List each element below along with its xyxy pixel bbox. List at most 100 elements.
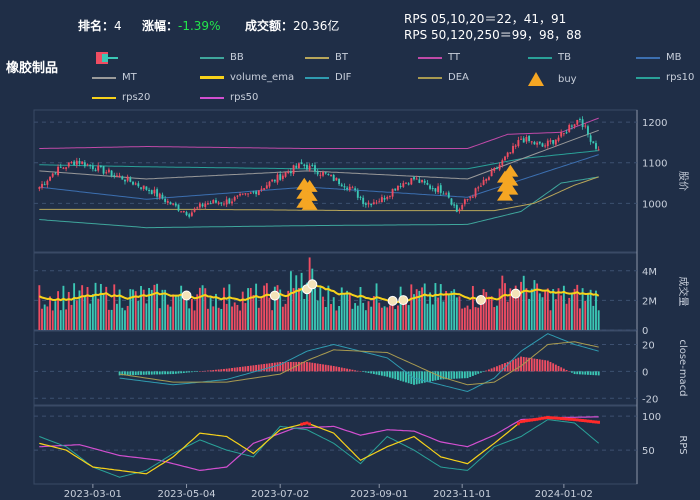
macd-histogram-bar [394, 371, 397, 380]
legend-candle[interactable] [92, 52, 118, 64]
candle-body [281, 175, 284, 179]
sector-title: 橡胶制品 [6, 61, 59, 76]
macd-histogram-bar [233, 367, 236, 372]
candle-body [121, 176, 124, 180]
candle-body [455, 205, 458, 212]
volume-bar [193, 310, 196, 330]
volume-bar [201, 285, 204, 330]
macd-histogram-bar [410, 371, 413, 385]
legend-label: volume_ema [230, 72, 295, 83]
legend-label: MB [666, 52, 682, 63]
buy-triangle-icon [528, 72, 544, 86]
candle-body [461, 205, 464, 210]
volume-bar [479, 304, 482, 330]
volume-bar [322, 296, 324, 330]
macd-histogram-bar [573, 371, 576, 375]
candle-body [201, 204, 204, 207]
legend-tb[interactable]: TB [528, 52, 571, 63]
candle-body [442, 193, 445, 195]
macd-histogram-bar [514, 358, 517, 372]
candle-body [124, 179, 126, 182]
macd-histogram-bar [164, 371, 167, 375]
macd-histogram-bar [255, 364, 258, 372]
candle-body [289, 171, 292, 174]
macd-histogram-bar [354, 370, 357, 372]
volume-bar [284, 303, 287, 330]
candle-body [166, 201, 169, 203]
legend-tt[interactable]: TT [418, 52, 460, 63]
candle-body [247, 193, 250, 195]
candle-body [150, 190, 153, 195]
x-tick-label: 2023-07-02 [251, 489, 309, 500]
candle-body [520, 138, 522, 140]
candle-body [116, 175, 118, 177]
macd-histogram-bar [434, 371, 437, 381]
change-value: -1.39% [178, 19, 221, 33]
legend-bt[interactable]: BT [305, 52, 348, 63]
candle-body [597, 149, 600, 151]
candle-body [581, 119, 584, 128]
volume-bar [348, 294, 351, 330]
legend-buy[interactable]: buy [528, 72, 577, 86]
volume-bar [493, 307, 496, 330]
volume-bar [437, 297, 440, 330]
volume-bar [485, 292, 488, 330]
macd-histogram-bar [204, 370, 207, 372]
candle-body [434, 188, 437, 192]
candle-body [134, 183, 137, 185]
legend-rps50[interactable]: rps50 [200, 92, 258, 103]
candle-body [562, 133, 565, 135]
candle-body [474, 188, 477, 197]
volume-bar [578, 308, 581, 330]
band-line-tb [39, 150, 599, 170]
rank-value: 4 [114, 19, 122, 33]
candle-body [348, 186, 351, 191]
volume-bar [110, 309, 113, 330]
legend-dif[interactable]: DIF [305, 72, 351, 83]
legend-dea[interactable]: DEA [418, 72, 469, 83]
legend-volume-ema[interactable]: volume_ema [200, 72, 294, 83]
volume-bar [413, 294, 415, 330]
legend-bb[interactable]: BB [200, 52, 244, 63]
volume-bar [217, 307, 220, 330]
macd-histogram-bar [560, 367, 563, 372]
legend-mb[interactable]: MB [636, 52, 682, 63]
volume-bar [287, 290, 290, 330]
dif-line-icon [305, 76, 329, 79]
candle-body [177, 204, 180, 211]
volume-bar [530, 288, 533, 330]
candle-body [514, 145, 517, 147]
macd-histogram-bar [311, 362, 314, 372]
change-label: 涨幅： [142, 19, 179, 33]
volume-bar [378, 302, 381, 330]
candle-body [185, 212, 188, 216]
macd-histogram-bar [148, 371, 150, 375]
rank-text: 排名：4 [78, 17, 122, 34]
legend-rps20[interactable]: rps20 [92, 92, 150, 103]
legend-label: rps10 [666, 72, 695, 83]
volume-bar [394, 309, 397, 330]
macd-histogram-bar [308, 362, 311, 372]
candle-body [70, 162, 73, 164]
candle-body [477, 187, 480, 189]
candle-body [172, 203, 175, 205]
volume-highlight-point [269, 290, 280, 301]
candle-body [257, 190, 260, 196]
macd-histogram-bar [346, 368, 349, 372]
legend-rps10[interactable]: rps10 [636, 72, 694, 83]
candle-body [506, 152, 509, 157]
macd-histogram-bar [276, 362, 279, 372]
volume-bar [169, 306, 172, 330]
macd-histogram-bar [306, 361, 308, 372]
volume-bar [257, 307, 260, 330]
legend-label: DIF [335, 72, 352, 83]
candle-body [471, 196, 474, 198]
candle-body [530, 141, 533, 143]
volume-bar [512, 291, 514, 330]
volume-bar [308, 257, 311, 330]
legend-mt[interactable]: MT [92, 72, 137, 83]
candle-body [204, 203, 207, 207]
mb-line-icon [636, 56, 660, 59]
macd-histogram-bar [137, 371, 140, 375]
volume-bar [231, 306, 233, 330]
